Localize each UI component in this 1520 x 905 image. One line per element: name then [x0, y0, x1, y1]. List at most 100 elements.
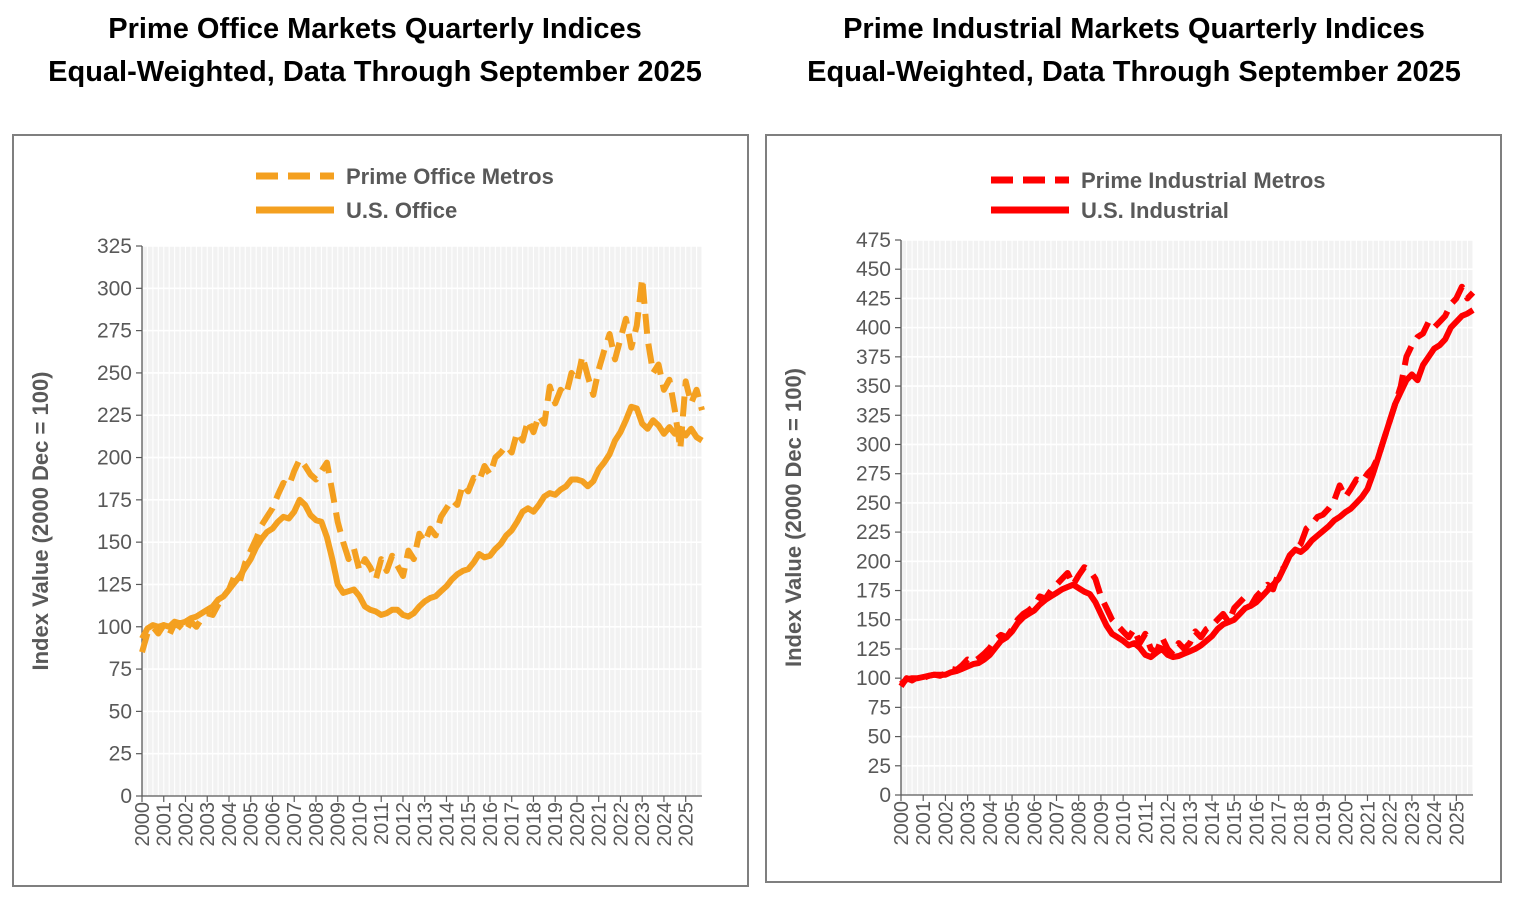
- x-tick-label: 2012: [393, 802, 415, 847]
- y-tick-label: 350: [856, 375, 891, 398]
- x-tick-label: 2016: [1246, 801, 1268, 846]
- x-tick-label: 2025: [676, 802, 698, 847]
- x-tick-label: 2015: [458, 802, 480, 847]
- x-tick-label: 2021: [1357, 801, 1379, 846]
- x-tick-label: 2019: [1313, 801, 1335, 846]
- plot-area: [142, 246, 702, 796]
- x-tick-label: 2020: [1335, 801, 1357, 846]
- x-tick-label: 2024: [1424, 801, 1446, 846]
- y-tick-label: 375: [856, 346, 891, 369]
- vertical-gridlines: [906, 240, 1474, 795]
- y-tick-label: 475: [856, 229, 891, 252]
- x-tick-label: 2017: [502, 802, 524, 847]
- x-tick-label: 2023: [632, 802, 654, 847]
- x-tick-label: 2015: [1224, 801, 1246, 846]
- x-tick-label: 2003: [197, 802, 219, 847]
- y-tick-label: 50: [868, 726, 891, 749]
- x-tick-label: 2022: [610, 802, 632, 847]
- y-tick-label: 225: [856, 521, 891, 544]
- industrial-chart-panel: 0 25 50 75 100 125 150 175 200 225 250 275 300 325 350…: [765, 134, 1502, 883]
- x-tick-label: 2007: [284, 802, 306, 847]
- prime-metros-series-line: [139, 275, 705, 654]
- x-tick-label: 2004: [219, 802, 241, 847]
- x-tick-label: 2006: [262, 802, 284, 847]
- y-tick-label: 400: [856, 317, 891, 340]
- x-tick-label: 2008: [306, 802, 328, 847]
- vertical-gridlines: [146, 246, 703, 796]
- y-tick-label: 175: [856, 580, 891, 603]
- y-tick-label: 225: [97, 404, 132, 427]
- x-tick-label: 2008: [1069, 801, 1091, 846]
- x-tick-label: 2000: [132, 802, 154, 847]
- y-tick-label: 0: [879, 784, 891, 807]
- office-chart-subtitle: Equal-Weighted, Data Through September 2…: [48, 56, 702, 88]
- x-tick-label: 2025: [1446, 801, 1468, 846]
- y-tick-label: 300: [97, 277, 132, 300]
- x-tick-label: 2004: [980, 801, 1002, 846]
- y-tick-label: 300: [856, 433, 891, 456]
- legend-label-prime-metros: Prime Industrial Metros: [1081, 168, 1326, 193]
- x-tick-label: 2013: [1180, 801, 1202, 846]
- industrial-chart-title: Prime Industrial Markets Quarterly Indic…: [843, 13, 1425, 45]
- y-tick-label: 150: [856, 609, 891, 632]
- x-tick-label: 2005: [1002, 801, 1024, 846]
- office-chart: 0 25 50 75 100 125 150 175 200 225 250 275 300 325 200…: [28, 164, 705, 847]
- x-tick-label: 2018: [523, 802, 545, 847]
- x-tick-label: 2003: [958, 801, 980, 846]
- horizontal-gridlines: [895, 239, 1473, 796]
- x-tick-label: 2000: [891, 801, 913, 846]
- y-tick-label: 100: [97, 616, 132, 639]
- x-tick-label: 2001: [913, 801, 935, 846]
- industrial-chart: 0 25 50 75 100 125 150 175 200 225 250 275 300 325 350…: [781, 168, 1476, 846]
- y-tick-label: 275: [856, 463, 891, 486]
- us-series-line: [139, 403, 704, 641]
- x-tick-label: 2006: [1024, 801, 1046, 846]
- office-chart-title: Prime Office Markets Quarterly Indices: [108, 13, 642, 45]
- x-tick-label: 2012: [1158, 801, 1180, 846]
- x-tick-label: 2016: [480, 802, 502, 847]
- legend-label-us: U.S. Industrial: [1081, 198, 1229, 223]
- y-tick-label: 325: [97, 235, 132, 258]
- x-tick-label: 2019: [545, 802, 567, 847]
- x-tick-label: 2002: [935, 801, 957, 846]
- x-tick-label: 2002: [175, 802, 197, 847]
- x-tick-label: 2018: [1291, 801, 1313, 846]
- y-tick-label: 275: [97, 320, 132, 343]
- y-axis-label: Index Value (2000 Dec = 100): [781, 368, 806, 667]
- office-chart-title-block: Prime Office Markets Quarterly Indices E…: [0, 8, 750, 94]
- x-tick-label: 2017: [1269, 801, 1291, 846]
- y-tick-label: 100: [856, 667, 891, 690]
- y-tick-label: 200: [856, 550, 891, 573]
- x-tick-label: 2022: [1380, 801, 1402, 846]
- y-axis-label: Index Value (2000 Dec = 100): [28, 371, 53, 670]
- y-tick-label: 50: [109, 700, 132, 723]
- y-tick-label: 25: [109, 743, 132, 766]
- y-tick-label: 25: [868, 755, 891, 778]
- x-tick-label: 2020: [567, 802, 589, 847]
- y-tick-label: 175: [97, 489, 132, 512]
- x-tick-label: 2023: [1402, 801, 1424, 846]
- legend-label-us: U.S. Office: [346, 198, 457, 223]
- x-tick-label: 2011: [1135, 801, 1157, 844]
- x-tick-label: 2021: [589, 802, 611, 847]
- x-tick-label: 2014: [436, 802, 458, 847]
- x-tick-label: 2014: [1202, 801, 1224, 846]
- y-tick-label: 75: [868, 696, 891, 719]
- x-tick-label: 2009: [328, 802, 350, 847]
- y-tick-label: 75: [109, 658, 132, 681]
- y-tick-label: 150: [97, 531, 132, 554]
- legend-label-prime-metros: Prime Office Metros: [346, 164, 554, 189]
- y-tick-label: 125: [856, 638, 891, 661]
- us-series-line: [899, 307, 1475, 687]
- x-tick-label: 2005: [241, 802, 263, 847]
- x-tick-label: 2010: [1113, 801, 1135, 846]
- y-tick-label: 125: [97, 573, 132, 596]
- x-tick-label: 2007: [1046, 801, 1068, 846]
- x-tick-label: 2013: [415, 802, 437, 847]
- industrial-chart-subtitle: Equal-Weighted, Data Through September 2…: [807, 56, 1461, 88]
- y-tick-label: 425: [856, 287, 891, 310]
- y-tick-label: 325: [856, 404, 891, 427]
- y-tick-label: 250: [97, 362, 132, 385]
- x-tick-label: 2009: [1091, 801, 1113, 846]
- prime-metros-series-line: [898, 283, 1476, 689]
